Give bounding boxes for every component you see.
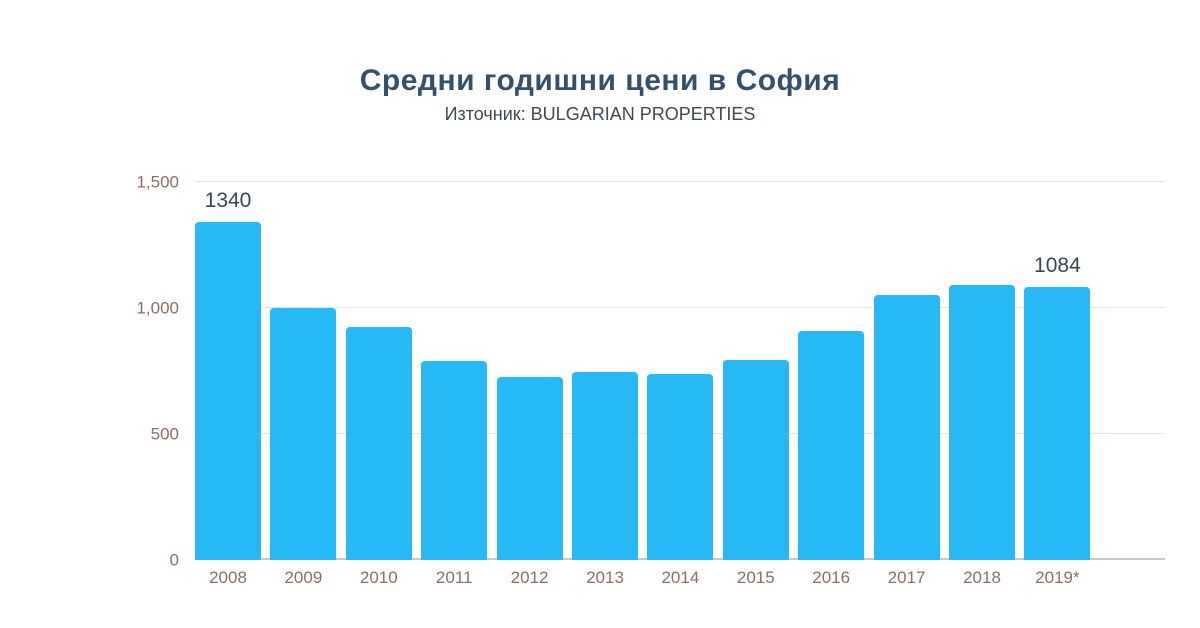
bar-2012 [496,377,563,560]
x-tick-label: 2014 [661,568,700,587]
bar-2008 [195,222,261,560]
bar-2013 [572,372,638,560]
x-tick-label: 2013 [586,568,624,587]
gridline [195,181,1165,182]
y-tick-label: 1,000 [136,298,179,318]
y-tick-label: 500 [150,424,179,444]
bar-2015 [722,359,789,560]
bar-2009 [270,308,337,560]
x-tick-label: 2009 [284,568,323,587]
chart-title: Средни годишни цени в София [359,64,841,97]
x-tick-label: 2019* [1035,568,1080,587]
bar-value-label: 1340 [204,189,252,213]
bar-2017 [873,295,940,560]
x-tick-label: 2015 [736,568,775,587]
bar-2018 [949,285,1015,560]
gridline [195,307,1165,308]
y-tick-label: 0 [169,550,179,570]
bar-value-label: 1084 [1034,253,1081,277]
bar-2010 [345,326,412,560]
bar-2016 [798,330,865,560]
y-tick-label: 1,500 [136,172,179,192]
chart-subtitle: Източник: BULGARIAN PROPERTIES [444,104,756,124]
x-tick-label: 2010 [359,568,398,587]
x-tick-label: 2008 [209,568,247,587]
x-tick-label: 2012 [510,568,549,587]
bar-2014 [647,373,714,560]
x-tick-label: 2018 [963,568,1001,587]
x-tick-label: 2017 [887,568,926,587]
bar-2019* [1024,286,1091,560]
x-tick-label: 2011 [435,568,473,587]
bar-2011 [421,360,488,560]
x-tick-label: 2016 [812,568,851,587]
plot-area: 0 500 1,000 1,500 2008 1340 2009 2010 2011 2012 20… [136,174,1165,586]
